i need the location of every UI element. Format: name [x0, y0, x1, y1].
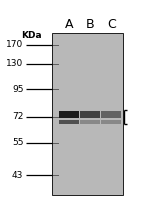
Text: 170: 170	[6, 40, 23, 49]
Text: C: C	[107, 18, 116, 31]
Text: 43: 43	[12, 171, 23, 180]
Bar	[101, 111, 121, 118]
Bar	[80, 111, 100, 118]
Text: 95: 95	[12, 85, 23, 94]
Bar	[80, 120, 100, 124]
Text: 55: 55	[12, 138, 23, 147]
Bar	[52, 33, 123, 195]
Text: A: A	[65, 18, 74, 31]
Text: B: B	[86, 18, 94, 31]
Bar	[101, 120, 121, 124]
Bar	[59, 111, 80, 118]
Text: KDa: KDa	[21, 31, 42, 40]
Text: 72: 72	[12, 112, 23, 121]
Bar	[59, 120, 80, 124]
Text: 130: 130	[6, 59, 23, 68]
